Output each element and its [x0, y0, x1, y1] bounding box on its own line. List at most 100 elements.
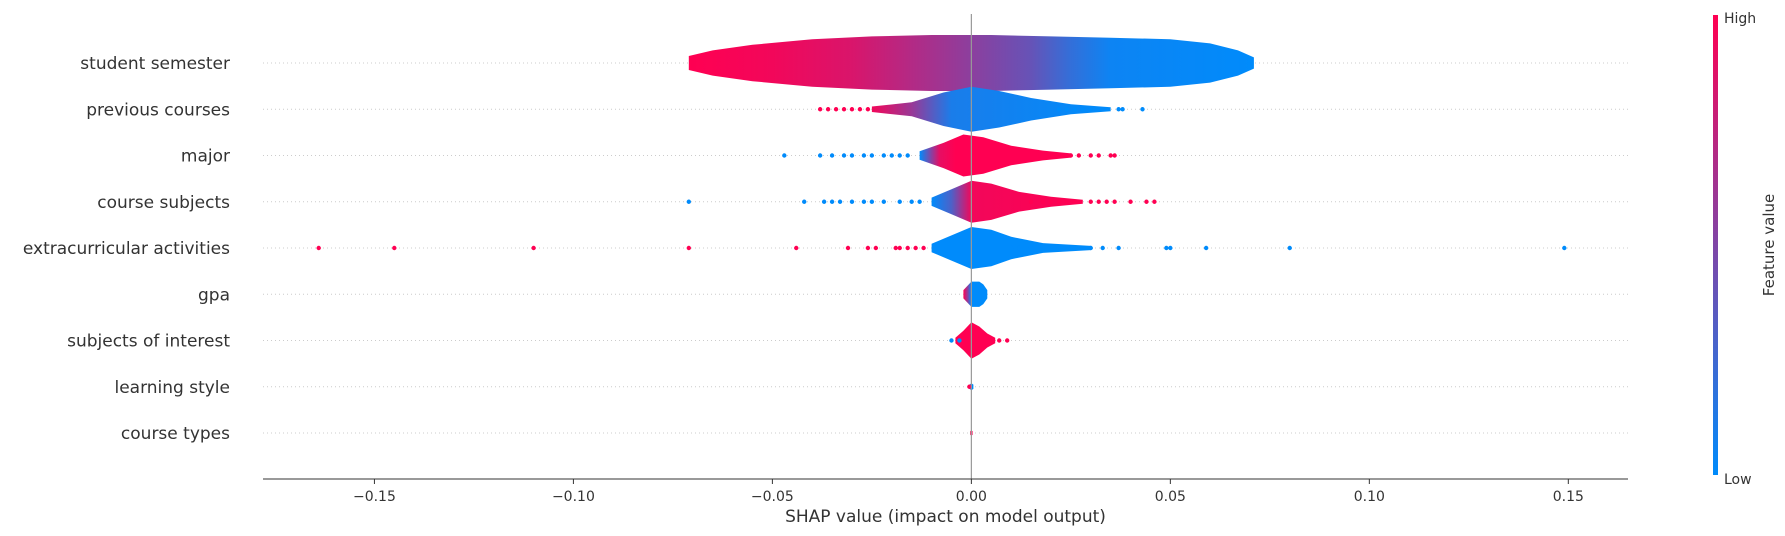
x-axis-ticks: −0.15 −0.10 −0.05 0.00 0.05 0.10 0.15 [353, 479, 1584, 505]
shap-point [997, 338, 1002, 343]
outlier-points [316, 107, 1567, 389]
shap-point [1028, 245, 1034, 251]
shap-point [865, 245, 871, 251]
shap-point [1072, 199, 1078, 204]
shap-point [873, 245, 879, 251]
shap-point [1112, 153, 1117, 158]
shap-point [1068, 153, 1074, 158]
feature-label: course subjects [97, 193, 230, 213]
x-tick-label: −0.05 [751, 489, 794, 505]
shap-point [917, 199, 922, 204]
colorbar [1713, 15, 1718, 475]
shap-point [1016, 245, 1022, 251]
shap-point [1104, 107, 1109, 112]
shap-point [802, 199, 807, 204]
feature-label: subjects of interest [67, 332, 230, 352]
shap-point [909, 199, 914, 204]
shap-point [829, 199, 835, 204]
shap-point [1048, 199, 1054, 204]
shap-point [849, 199, 855, 204]
feature-label: learning style [114, 378, 230, 398]
shap-point [1168, 245, 1173, 251]
shap-point [1060, 153, 1066, 158]
shap-point [794, 245, 799, 251]
x-axis-title: SHAP value (impact on model output) [785, 507, 1106, 527]
shap-point [833, 107, 839, 112]
shap-point [1028, 153, 1034, 158]
shap-point [989, 338, 994, 343]
shap-point [897, 153, 902, 158]
shap-point [913, 245, 918, 251]
shap-point [1056, 107, 1062, 112]
violin-subjects-of-interest [955, 322, 996, 359]
shap-point [849, 153, 855, 158]
x-tick-label: 0.10 [1354, 489, 1385, 505]
shap-point [686, 199, 692, 204]
shap-point [881, 153, 887, 158]
colorbar-title: Feature value [1760, 194, 1778, 296]
shap-point [1108, 153, 1113, 158]
shap-point [316, 245, 321, 251]
shap-point [1128, 199, 1133, 204]
shap-point [1104, 199, 1109, 204]
shap-point [1144, 199, 1149, 204]
shap-point [1028, 199, 1034, 204]
shap-point [841, 107, 847, 112]
shap-point [893, 245, 898, 251]
shap-point [869, 153, 875, 158]
shap-point [1164, 245, 1169, 251]
feature-labels: student semester previous courses major cou… [23, 54, 230, 444]
shap-point [782, 153, 787, 158]
shap-point [905, 153, 910, 158]
shap-point [845, 245, 851, 251]
shap-point [531, 245, 536, 251]
shap-point [1080, 107, 1085, 112]
shap-point [1048, 245, 1054, 251]
shap-point [849, 107, 855, 112]
shap-point [1056, 199, 1062, 204]
shap-point [1044, 153, 1050, 158]
shap-point [1088, 245, 1093, 251]
shap-point [921, 245, 926, 251]
shap-point [1076, 153, 1082, 158]
feature-label: previous courses [86, 100, 230, 120]
shap-point [1116, 107, 1121, 112]
shap-point [392, 245, 397, 251]
x-tick-label: 0.05 [1155, 489, 1186, 505]
shap-point [1112, 199, 1117, 204]
shap-point [1060, 245, 1066, 251]
colorbar-high-label: High [1724, 11, 1756, 27]
shap-point [829, 153, 835, 158]
shap-point [1096, 107, 1101, 112]
violin-major [919, 134, 1071, 177]
shap-point [1040, 245, 1046, 251]
shap-point [1088, 199, 1093, 204]
violin-gpa [963, 281, 988, 307]
shap-point [897, 199, 902, 204]
feature-label: major [181, 147, 230, 167]
shap-point [1004, 338, 1010, 343]
shap-point [1203, 245, 1209, 251]
shap-point [1100, 245, 1105, 251]
shap-point [905, 245, 910, 251]
shap-point [1068, 245, 1074, 251]
colorbar-low-label: Low [1724, 472, 1752, 488]
shap-point [1064, 199, 1070, 204]
shap-point [1120, 107, 1125, 112]
shap-point [1036, 153, 1042, 158]
shap-point [686, 245, 692, 251]
shap-point [857, 107, 863, 112]
shap-point [837, 199, 843, 204]
shap-point [1152, 199, 1157, 204]
shap-point [1096, 199, 1101, 204]
feature-label: student semester [80, 54, 230, 74]
shap-point [1116, 245, 1121, 251]
feature-label: course types [121, 424, 230, 444]
shap-point [1088, 153, 1093, 158]
shap-point [817, 107, 823, 112]
shap-point [817, 153, 823, 158]
shap-point [889, 153, 894, 158]
x-tick-label: 0.00 [956, 489, 987, 505]
shap-point [1088, 107, 1093, 112]
